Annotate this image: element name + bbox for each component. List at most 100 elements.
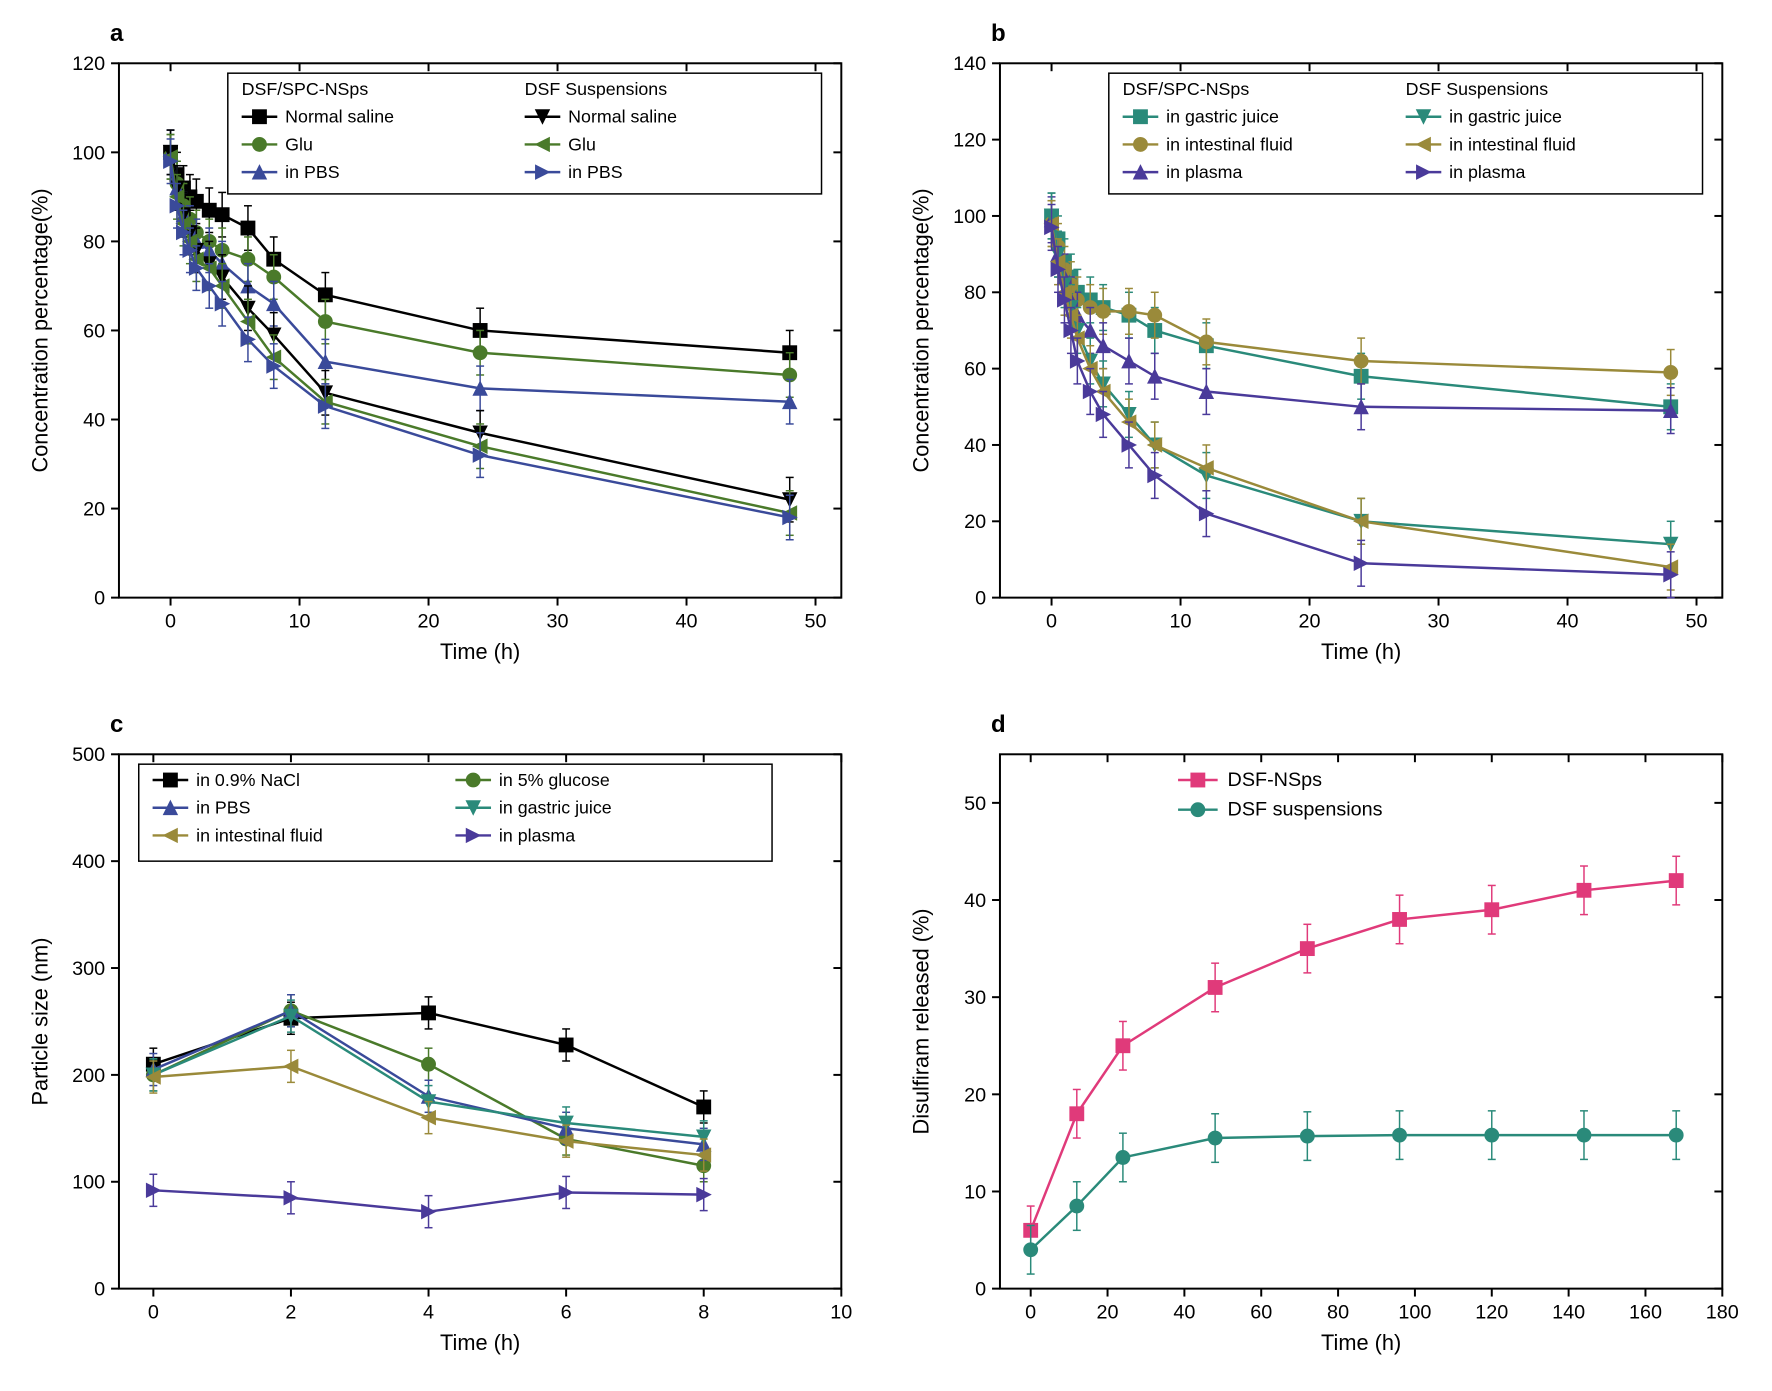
svg-text:in PBS: in PBS xyxy=(196,797,251,817)
svg-text:in intestinal fluid: in intestinal fluid xyxy=(196,825,323,845)
svg-text:40: 40 xyxy=(1173,1301,1195,1323)
svg-text:0: 0 xyxy=(94,1278,105,1300)
svg-text:20: 20 xyxy=(964,1084,986,1106)
svg-text:160: 160 xyxy=(1629,1301,1662,1323)
svg-text:0: 0 xyxy=(975,1278,986,1300)
svg-text:40: 40 xyxy=(1557,610,1579,632)
svg-text:0: 0 xyxy=(165,610,176,632)
svg-text:in 5% glucose: in 5% glucose xyxy=(499,769,610,789)
svg-text:in plasma: in plasma xyxy=(1449,162,1525,182)
chart-d-container: d 0 20 40 60 80 100 120 140 160 180 0 10 20 30 40 50 Tim… xyxy=(901,711,1752,1372)
svg-text:140: 140 xyxy=(953,53,986,75)
svg-text:6: 6 xyxy=(561,1301,572,1323)
svg-text:120: 120 xyxy=(953,130,986,152)
svg-text:2: 2 xyxy=(285,1301,296,1323)
panel-label-c: c xyxy=(110,711,123,739)
svg-text:in intestinal fluid: in intestinal fluid xyxy=(1449,134,1576,154)
svg-text:0: 0 xyxy=(148,1301,159,1323)
svg-text:30: 30 xyxy=(547,610,569,632)
svg-text:in PBS: in PBS xyxy=(568,162,623,182)
svg-text:40: 40 xyxy=(83,409,105,431)
svg-text:Time (h): Time (h) xyxy=(1321,1329,1401,1354)
svg-text:140: 140 xyxy=(1552,1301,1585,1323)
svg-text:in PBS: in PBS xyxy=(285,162,340,182)
svg-text:80: 80 xyxy=(964,282,986,304)
svg-text:Concentration percentage(%): Concentration percentage(%) xyxy=(909,188,934,472)
svg-text:DSF suspensions: DSF suspensions xyxy=(1228,798,1383,820)
chart-a-svg: 0 10 20 30 40 50 0 20 40 60 80 100 120 Time (h) Concen… xyxy=(20,20,871,681)
chart-b-container: b 0 10 20 30 40 50 0 20 40 60 80 100 120 140 Time (h) C… xyxy=(901,20,1752,681)
svg-text:30: 30 xyxy=(964,987,986,1009)
svg-text:80: 80 xyxy=(83,231,105,253)
svg-text:4: 4 xyxy=(423,1301,434,1323)
svg-text:50: 50 xyxy=(1686,610,1708,632)
svg-text:in 0.9% NaCl: in 0.9% NaCl xyxy=(196,769,300,789)
svg-text:40: 40 xyxy=(964,889,986,911)
svg-text:10: 10 xyxy=(289,610,311,632)
svg-text:0: 0 xyxy=(975,588,986,610)
panel-label-a: a xyxy=(110,20,123,48)
svg-text:500: 500 xyxy=(72,744,105,766)
svg-text:30: 30 xyxy=(1428,610,1450,632)
svg-text:120: 120 xyxy=(1475,1301,1508,1323)
svg-text:100: 100 xyxy=(953,206,986,228)
svg-text:60: 60 xyxy=(964,359,986,381)
chart-c-svg: 02468100100200300400500Time (h)Particle … xyxy=(20,711,871,1372)
svg-text:Time (h): Time (h) xyxy=(1321,639,1401,664)
svg-text:Glu: Glu xyxy=(568,134,596,154)
chart-d-svg: 0 20 40 60 80 100 120 140 160 180 0 10 20 30 40 50 Time … xyxy=(901,711,1752,1372)
svg-text:DSF-NSps: DSF-NSps xyxy=(1228,768,1323,790)
svg-text:80: 80 xyxy=(1327,1301,1349,1323)
svg-text:100: 100 xyxy=(1398,1301,1431,1323)
svg-text:20: 20 xyxy=(964,511,986,533)
svg-text:Time (h): Time (h) xyxy=(440,1329,520,1354)
svg-text:10: 10 xyxy=(1170,610,1192,632)
svg-text:20: 20 xyxy=(83,499,105,521)
svg-text:10: 10 xyxy=(964,1181,986,1203)
svg-text:0: 0 xyxy=(1025,1301,1036,1323)
svg-text:in plasma: in plasma xyxy=(499,825,575,845)
chart-grid: a 01020304050020406080100120Time (h)Conc… xyxy=(20,20,1752,1371)
svg-text:Normal saline: Normal saline xyxy=(568,107,677,127)
svg-text:8: 8 xyxy=(698,1301,709,1323)
svg-text:0: 0 xyxy=(1046,610,1057,632)
svg-text:Normal saline: Normal saline xyxy=(285,107,394,127)
svg-text:in plasma: in plasma xyxy=(1166,162,1242,182)
svg-text:200: 200 xyxy=(72,1064,105,1086)
svg-text:in gastric juice: in gastric juice xyxy=(1449,107,1562,127)
svg-text:120: 120 xyxy=(72,53,105,75)
svg-text:60: 60 xyxy=(1250,1301,1272,1323)
svg-text:20: 20 xyxy=(418,610,440,632)
svg-text:100: 100 xyxy=(72,142,105,164)
svg-text:Particle size (nm): Particle size (nm) xyxy=(28,937,53,1105)
chart-a-container: a 0 10 20 30 40 50 0 20 40 60 80 100 120 Time (h) Conc… xyxy=(20,20,871,681)
svg-text:DSF Suspensions: DSF Suspensions xyxy=(525,79,668,99)
svg-text:50: 50 xyxy=(964,792,986,814)
svg-text:0: 0 xyxy=(94,588,105,610)
chart-b-svg: 0 10 20 30 40 50 0 20 40 60 80 100 120 140 Time (h) Con… xyxy=(901,20,1752,681)
svg-text:DSF Suspensions: DSF Suspensions xyxy=(1406,79,1549,99)
svg-text:20: 20 xyxy=(1299,610,1321,632)
svg-text:100: 100 xyxy=(72,1171,105,1193)
svg-text:in gastric juice: in gastric juice xyxy=(1166,107,1279,127)
svg-text:40: 40 xyxy=(676,610,698,632)
chart-c-container: c 02468100100200300400500Time (h)Particl… xyxy=(20,711,871,1372)
svg-text:Disulfiram released (%): Disulfiram released (%) xyxy=(909,908,934,1134)
svg-text:10: 10 xyxy=(830,1301,852,1323)
svg-text:Time (h): Time (h) xyxy=(440,639,520,664)
svg-text:in gastric juice: in gastric juice xyxy=(499,797,612,817)
panel-label-d: d xyxy=(991,711,1006,739)
svg-text:DSF/SPC-NSps: DSF/SPC-NSps xyxy=(1123,79,1250,99)
panel-label-b: b xyxy=(991,20,1006,48)
svg-text:in intestinal fluid: in intestinal fluid xyxy=(1166,134,1293,154)
svg-text:DSF/SPC-NSps: DSF/SPC-NSps xyxy=(242,79,369,99)
svg-text:20: 20 xyxy=(1097,1301,1119,1323)
svg-text:180: 180 xyxy=(1706,1301,1739,1323)
svg-text:300: 300 xyxy=(72,957,105,979)
svg-text:Concentration percentage(%): Concentration percentage(%) xyxy=(28,188,53,472)
svg-text:Glu: Glu xyxy=(285,134,313,154)
svg-text:60: 60 xyxy=(83,320,105,342)
svg-text:400: 400 xyxy=(72,851,105,873)
svg-text:40: 40 xyxy=(964,435,986,457)
svg-text:50: 50 xyxy=(805,610,827,632)
